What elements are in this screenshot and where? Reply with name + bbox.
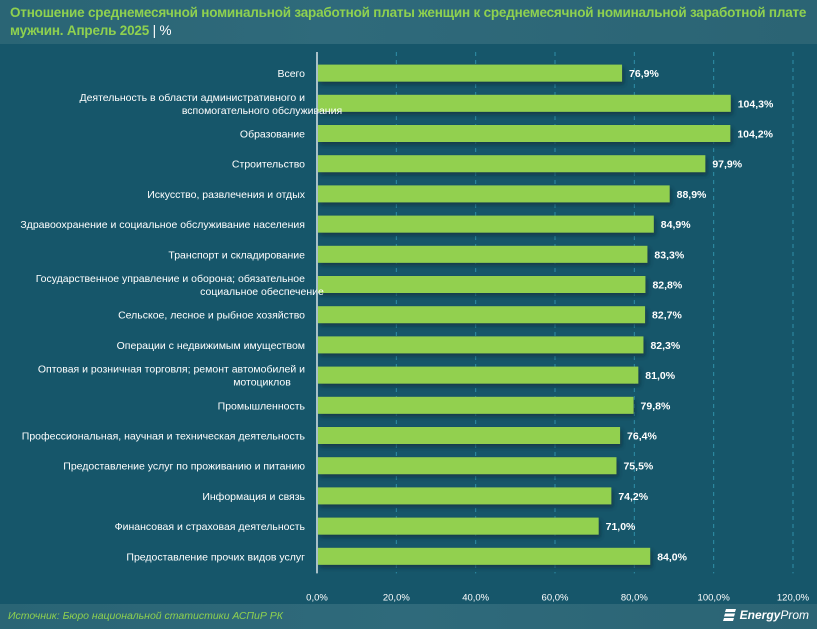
category-label: Промышленность	[218, 400, 306, 412]
category-label: Образование	[240, 129, 305, 141]
x-axis-ticks: 0,0% 20,0% 40,0% 60,0% 80,0% 100,0% 120,0%	[306, 592, 809, 603]
value-label: 76,9%	[629, 68, 659, 80]
bar	[318, 396, 634, 414]
category-label: Всего	[277, 68, 305, 80]
category-label: Финансовая и страховая деятельность	[115, 521, 306, 533]
bar	[318, 306, 646, 324]
value-label: 83,3%	[654, 249, 684, 261]
value-label: 71,0%	[606, 521, 636, 533]
bar	[318, 155, 706, 173]
bar	[318, 125, 731, 142]
value-label: 82,8%	[652, 280, 682, 292]
bar	[318, 336, 644, 354]
bar	[318, 245, 648, 263]
category-label: Предоставление прочих видов услуг	[126, 551, 305, 563]
category-label: Оптовая и розничная торговля; ремонт авт…	[38, 364, 305, 376]
value-label: 74,2%	[618, 491, 648, 503]
value-label: 82,3%	[650, 340, 680, 352]
energyprom-logo-icon	[722, 609, 736, 621]
category-label: Искусство, развлечения и отдых	[147, 189, 306, 201]
title-unit: %	[159, 23, 172, 38]
category-label: Деятельность в области административного…	[79, 92, 305, 104]
category-label: Государственное управление и оборона; об…	[36, 273, 305, 285]
chart-title-text: Отношение среднемесячной номинальной зар…	[10, 5, 807, 38]
chart-title: Отношение среднемесячной номинальной зар…	[10, 4, 810, 40]
logo-text-bold: Energy	[739, 608, 781, 622]
value-label: 75,5%	[623, 461, 653, 473]
category-label: Здравоохранение и социальное обслуживани…	[20, 219, 305, 231]
bar	[318, 64, 623, 82]
logo-text-light: Prom	[780, 608, 809, 622]
category-label: Сельское, лесное и рыбное хозяйство	[118, 310, 305, 322]
category-label: Предоставление услуг по проживанию и пит…	[63, 461, 305, 473]
source-note: Источник: Бюро национальной статистики А…	[8, 610, 283, 622]
value-label: 88,9%	[677, 189, 707, 201]
value-label: 81,0%	[645, 370, 675, 382]
bar	[318, 517, 599, 535]
x-tick-label: 120,0%	[777, 592, 810, 603]
gridlines	[395, 52, 794, 574]
title-separator: |	[152, 23, 157, 38]
x-tick-label: 40,0%	[462, 592, 489, 603]
bar	[318, 185, 670, 203]
category-label: Профессиональная, научная и техническая …	[22, 431, 306, 443]
chart-header: Отношение среднемесячной номинальной зар…	[0, 0, 817, 44]
bar	[318, 276, 646, 293]
bar	[318, 547, 651, 565]
x-tick-label: 20,0%	[383, 592, 410, 603]
bars	[318, 64, 731, 565]
value-label: 84,9%	[661, 219, 691, 231]
bar	[318, 487, 612, 505]
category-label: Информация и связь	[202, 491, 305, 503]
bar-chart: Всего Деятельность в области администрати…	[20, 52, 810, 603]
bar	[318, 366, 639, 384]
category-label: вспомогательного обслуживания	[182, 105, 342, 117]
category-label: Транспорт и складирование	[168, 249, 305, 261]
value-label: 76,4%	[627, 431, 657, 443]
category-labels: Всего Деятельность в области администрати…	[20, 68, 342, 563]
x-tick-label: 100,0%	[698, 592, 731, 603]
chart-footer: Источник: Бюро национальной статистики А…	[0, 604, 817, 629]
category-label: Строительство	[232, 159, 305, 171]
bar	[318, 457, 617, 475]
bar	[318, 215, 654, 233]
value-label: 79,8%	[641, 400, 671, 412]
value-label: 104,3%	[738, 98, 774, 110]
value-label: 104,2%	[737, 129, 773, 141]
category-label: мотоциклов	[233, 377, 291, 389]
value-label: 82,7%	[652, 310, 682, 322]
category-label: Операции с недвижимым имуществом	[117, 340, 305, 352]
bar	[318, 94, 731, 112]
energyprom-logo: EnergyProm	[722, 608, 809, 622]
bar	[318, 427, 621, 444]
value-label: 97,9%	[712, 159, 742, 171]
category-label: социальное обеспечение	[200, 286, 324, 298]
x-tick-label: 80,0%	[621, 592, 648, 603]
x-tick-label: 60,0%	[542, 592, 569, 603]
value-labels: 76,9% 104,3% 104,2% 97,9% 88,9% 84,9% 83,3% 82,…	[606, 68, 774, 563]
value-label: 84,0%	[657, 551, 687, 563]
x-tick-label: 0,0%	[306, 592, 328, 603]
